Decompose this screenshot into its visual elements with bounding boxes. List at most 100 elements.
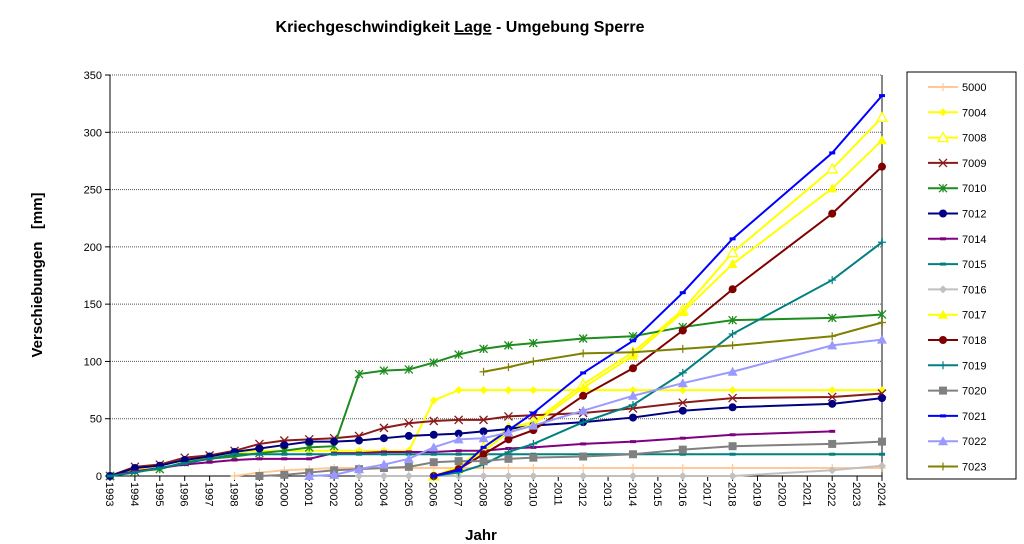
series-7020	[255, 437, 886, 480]
data-point	[828, 332, 837, 341]
data-point	[579, 418, 588, 427]
data-point	[379, 434, 388, 443]
data-point	[478, 433, 489, 443]
data-point	[355, 472, 364, 480]
legend-item: 7004	[928, 107, 986, 119]
legend-item: 7018	[928, 335, 986, 347]
data-point	[429, 458, 438, 467]
data-point	[454, 350, 464, 360]
x-tick-label: 2012	[576, 482, 588, 506]
legend-item: 7015	[928, 259, 986, 271]
data-point	[828, 466, 837, 475]
legend-marker	[939, 108, 947, 117]
data-point	[678, 326, 687, 335]
data-point	[828, 386, 837, 395]
x-tick-label: 2001	[302, 482, 314, 506]
data-point	[529, 453, 538, 462]
data-point	[728, 442, 737, 451]
data-point	[875, 111, 889, 123]
data-point	[428, 442, 439, 452]
data-point	[628, 413, 637, 422]
data-point	[504, 454, 513, 463]
x-tick-label: 1997	[203, 482, 215, 506]
data-point	[379, 366, 389, 376]
x-tick-label: 2017	[701, 482, 713, 506]
data-point	[404, 462, 413, 471]
data-point	[504, 363, 513, 372]
data-point	[578, 382, 589, 392]
data-point	[454, 429, 463, 438]
x-tick-label: 1998	[228, 482, 240, 506]
x-tick-label: 1995	[153, 482, 165, 506]
data-point	[728, 403, 737, 412]
data-point	[529, 357, 538, 366]
legend-marker	[939, 361, 947, 370]
legend-item: 7021	[928, 411, 986, 423]
legend-label: 7017	[962, 310, 986, 322]
series-line	[433, 241, 883, 477]
data-point	[678, 463, 687, 472]
legend-marker	[939, 83, 947, 91]
x-tick-label: 2004	[377, 482, 389, 506]
data-point	[579, 472, 588, 480]
data-point	[404, 472, 413, 480]
data-point	[878, 238, 886, 247]
data-point	[454, 457, 463, 466]
data-point	[479, 344, 489, 354]
data-point	[479, 427, 488, 436]
data-point	[828, 399, 837, 408]
data-point	[728, 315, 738, 325]
legend-marker	[938, 309, 948, 319]
x-tick-label: 2016	[676, 482, 688, 506]
data-point	[479, 367, 488, 376]
data-point	[230, 472, 239, 480]
data-point	[628, 450, 637, 459]
data-point	[579, 391, 588, 400]
data-point	[628, 463, 637, 472]
x-tick-label: 2022	[825, 482, 837, 506]
data-point	[454, 386, 463, 395]
x-tick-label: 2018	[726, 482, 738, 506]
data-point	[504, 386, 513, 395]
data-point	[479, 457, 488, 466]
data-point	[579, 349, 588, 358]
data-point	[627, 390, 638, 400]
x-tick-label: 2006	[427, 482, 439, 506]
data-point	[728, 341, 737, 350]
data-point	[579, 463, 588, 472]
data-point	[305, 437, 314, 446]
data-point	[378, 459, 389, 469]
data-point	[828, 439, 837, 448]
data-point	[503, 427, 514, 437]
data-point	[877, 135, 887, 145]
data-point	[828, 276, 837, 285]
data-point	[379, 423, 389, 433]
data-point	[728, 329, 737, 338]
legend-box	[906, 71, 1017, 480]
series-7008	[427, 111, 889, 481]
data-point	[628, 400, 637, 409]
data-point	[479, 415, 489, 425]
data-point	[827, 183, 838, 193]
data-point	[429, 358, 439, 368]
x-tick-label: 2008	[477, 482, 489, 506]
legend-marker	[939, 336, 947, 344]
legend-label: 7010	[962, 183, 986, 195]
x-tick-label: 1996	[178, 482, 190, 506]
data-point	[878, 162, 886, 171]
x-tick-label: 2010	[526, 482, 538, 506]
data-point	[528, 420, 539, 430]
data-point	[677, 378, 688, 388]
data-point	[454, 415, 464, 425]
x-tick-label: 2009	[501, 482, 513, 506]
data-point	[677, 307, 688, 317]
data-point	[728, 386, 737, 395]
data-point	[628, 386, 637, 395]
data-point	[628, 348, 637, 357]
legend-item: 7014	[928, 234, 986, 246]
legend-label: 7019	[962, 360, 986, 372]
y-tick-label: 250	[84, 185, 102, 197]
data-point	[727, 259, 738, 269]
data-point	[503, 340, 513, 350]
data-point	[479, 472, 488, 480]
